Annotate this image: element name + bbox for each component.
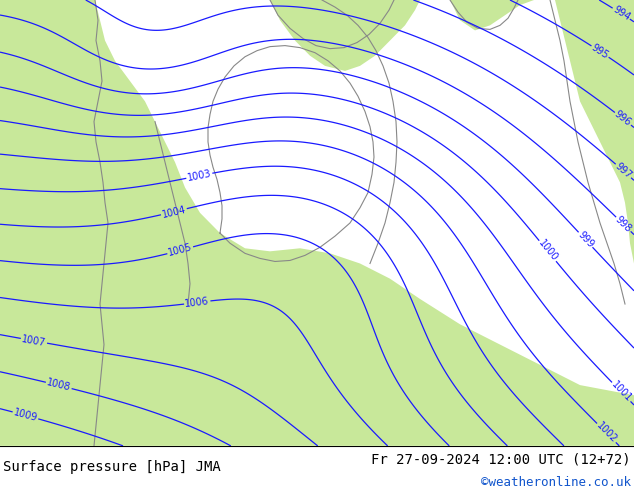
Text: 1005: 1005 <box>167 243 193 258</box>
Text: 996: 996 <box>612 109 633 128</box>
Polygon shape <box>555 0 634 264</box>
Text: 999: 999 <box>576 230 595 250</box>
Text: Fr 27-09-2024 12:00 UTC (12+72): Fr 27-09-2024 12:00 UTC (12+72) <box>371 452 631 466</box>
Text: 1002: 1002 <box>594 421 619 445</box>
Text: 1001: 1001 <box>609 380 633 404</box>
Text: Surface pressure [hPa] JMA: Surface pressure [hPa] JMA <box>3 460 221 474</box>
Text: 1003: 1003 <box>186 169 212 183</box>
Polygon shape <box>450 0 534 30</box>
Text: 994: 994 <box>611 4 631 23</box>
Text: 1007: 1007 <box>21 334 47 348</box>
Text: 1008: 1008 <box>46 378 72 393</box>
Text: 997: 997 <box>613 161 633 181</box>
Polygon shape <box>270 0 420 71</box>
Text: 1000: 1000 <box>536 238 559 264</box>
Text: 1004: 1004 <box>161 204 187 220</box>
Text: 995: 995 <box>590 42 611 61</box>
Polygon shape <box>0 0 634 446</box>
Text: ©weatheronline.co.uk: ©weatheronline.co.uk <box>481 476 631 489</box>
Text: 1006: 1006 <box>184 296 210 309</box>
Polygon shape <box>580 0 625 25</box>
Text: 998: 998 <box>613 214 633 234</box>
Text: 1009: 1009 <box>12 407 39 423</box>
